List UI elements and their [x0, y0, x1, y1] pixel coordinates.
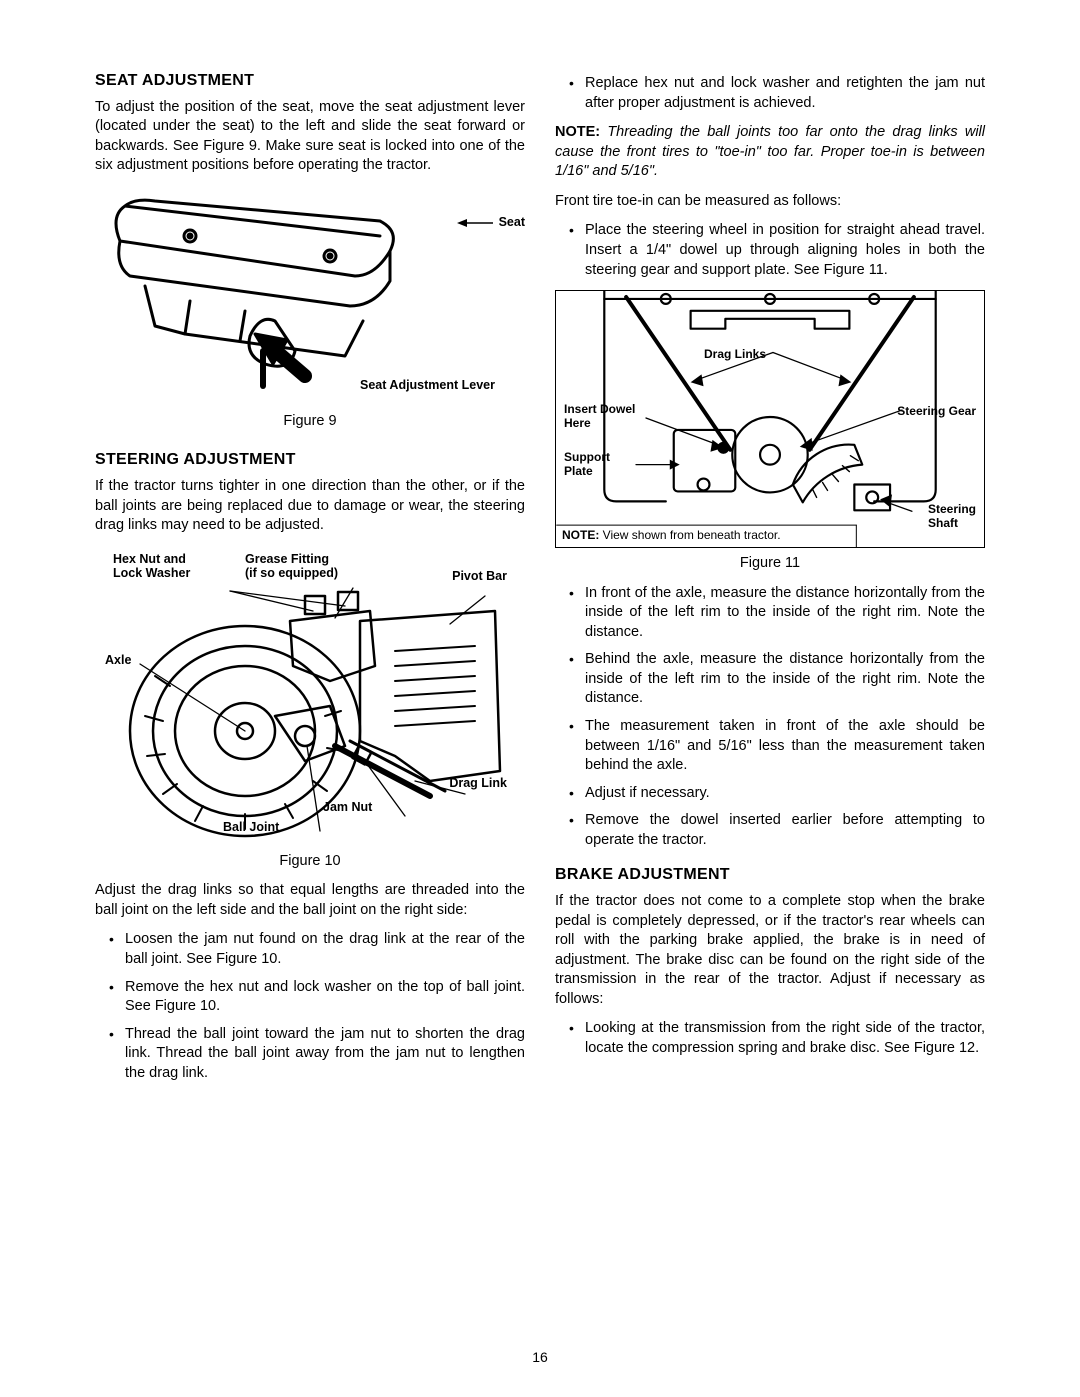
fig10-lock-label: Lock Washer [113, 566, 190, 580]
list-item: Replace hex nut and lock washer and reti… [585, 74, 985, 113]
note-label: NOTE: [555, 124, 600, 140]
right-column: Replace hex nut and lock washer and reti… [555, 70, 985, 1093]
fig10-axle-label: Axle [105, 652, 131, 669]
fig10-drag-label: Drag Link [449, 775, 507, 792]
list-item: Loosen the jam nut found on the drag lin… [125, 930, 525, 969]
list-item: Behind the axle, measure the distance ho… [585, 650, 985, 709]
note-text: Threading the ball joints too far onto t… [555, 124, 985, 179]
fig9-lever-label: Seat Adjustment Lever [360, 377, 495, 394]
right-bullets-2: Place the steering wheel in position for… [555, 221, 985, 280]
figure-10-caption: Figure 10 [95, 852, 525, 872]
figure-10: Hex Nut and Lock Washer Grease Fitting (… [95, 546, 525, 846]
list-item: Remove the hex nut and lock washer on th… [125, 978, 525, 1017]
steering-adjustment-heading: STEERING ADJUSTMENT [95, 449, 525, 471]
brake-adjustment-heading: BRAKE ADJUSTMENT [555, 864, 985, 886]
figure-11-caption: Figure 11 [555, 554, 985, 574]
steering-para-2: Adjust the drag links so that equal leng… [95, 881, 525, 920]
figure-9: Seat Seat Adjustment Lever [95, 186, 525, 406]
fig10-jam-label: Jam Nut [323, 799, 372, 816]
list-item: Remove the dowel inserted earlier before… [585, 811, 985, 850]
fig10-pivot-label: Pivot Bar [452, 568, 507, 585]
fig11-support1-label: Support [564, 450, 610, 464]
list-item: In front of the axle, measure the distan… [585, 584, 985, 643]
fig11-note-label: NOTE: [562, 528, 599, 542]
figure-11: Drag Links Insert Dowel Here Support Pla… [555, 290, 985, 548]
fig10-ball-label: Ball Joint [223, 819, 279, 836]
brake-bullets: Looking at the transmission from the rig… [555, 1019, 985, 1058]
brake-paragraph: If the tractor does not come to a comple… [555, 892, 985, 1009]
page-columns: SEAT ADJUSTMENT To adjust the position o… [95, 70, 985, 1093]
figure-9-caption: Figure 9 [95, 412, 525, 432]
fig11-dowel2-label: Here [564, 416, 591, 430]
fig11-sshaft2-label: Shaft [928, 516, 958, 530]
list-item: Looking at the transmission from the rig… [585, 1019, 985, 1058]
page-number: 16 [0, 1348, 1080, 1367]
list-item: The measurement taken in front of the ax… [585, 717, 985, 776]
fig11-support2-label: Plate [564, 464, 593, 478]
fig10-hex-label: Hex Nut and [113, 552, 186, 566]
fig11-sgear-label: Steering Gear [897, 403, 976, 419]
seat-adjustment-heading: SEAT ADJUSTMENT [95, 70, 525, 92]
note-paragraph: NOTE: Threading the ball joints too far … [555, 123, 985, 182]
right-bullets-1: Replace hex nut and lock washer and reti… [555, 74, 985, 113]
fig11-dowel1-label: Insert Dowel [564, 402, 635, 416]
front-tire-intro: Front tire toe-in can be measured as fol… [555, 192, 985, 212]
fig11-sshaft1-label: Steering [928, 502, 976, 516]
steering-bullets: Loosen the jam nut found on the drag lin… [95, 930, 525, 1083]
right-bullets-3: In front of the axle, measure the distan… [555, 584, 985, 851]
list-item: Thread the ball joint toward the jam nut… [125, 1025, 525, 1084]
seat-adjustment-paragraph: To adjust the position of the seat, move… [95, 98, 525, 176]
fig10-grease2-label: (if so equipped) [245, 566, 338, 580]
fig9-seat-label: Seat [499, 215, 525, 229]
list-item: Adjust if necessary. [585, 784, 985, 804]
fig10-grease1-label: Grease Fitting [245, 552, 329, 566]
fig11-draglinks-label: Drag Links [704, 346, 766, 362]
list-item: Place the steering wheel in position for… [585, 221, 985, 280]
left-column: SEAT ADJUSTMENT To adjust the position o… [95, 70, 525, 1093]
fig11-note-text: View shown from beneath tractor. [599, 528, 780, 542]
steering-para-1: If the tractor turns tighter in one dire… [95, 477, 525, 536]
